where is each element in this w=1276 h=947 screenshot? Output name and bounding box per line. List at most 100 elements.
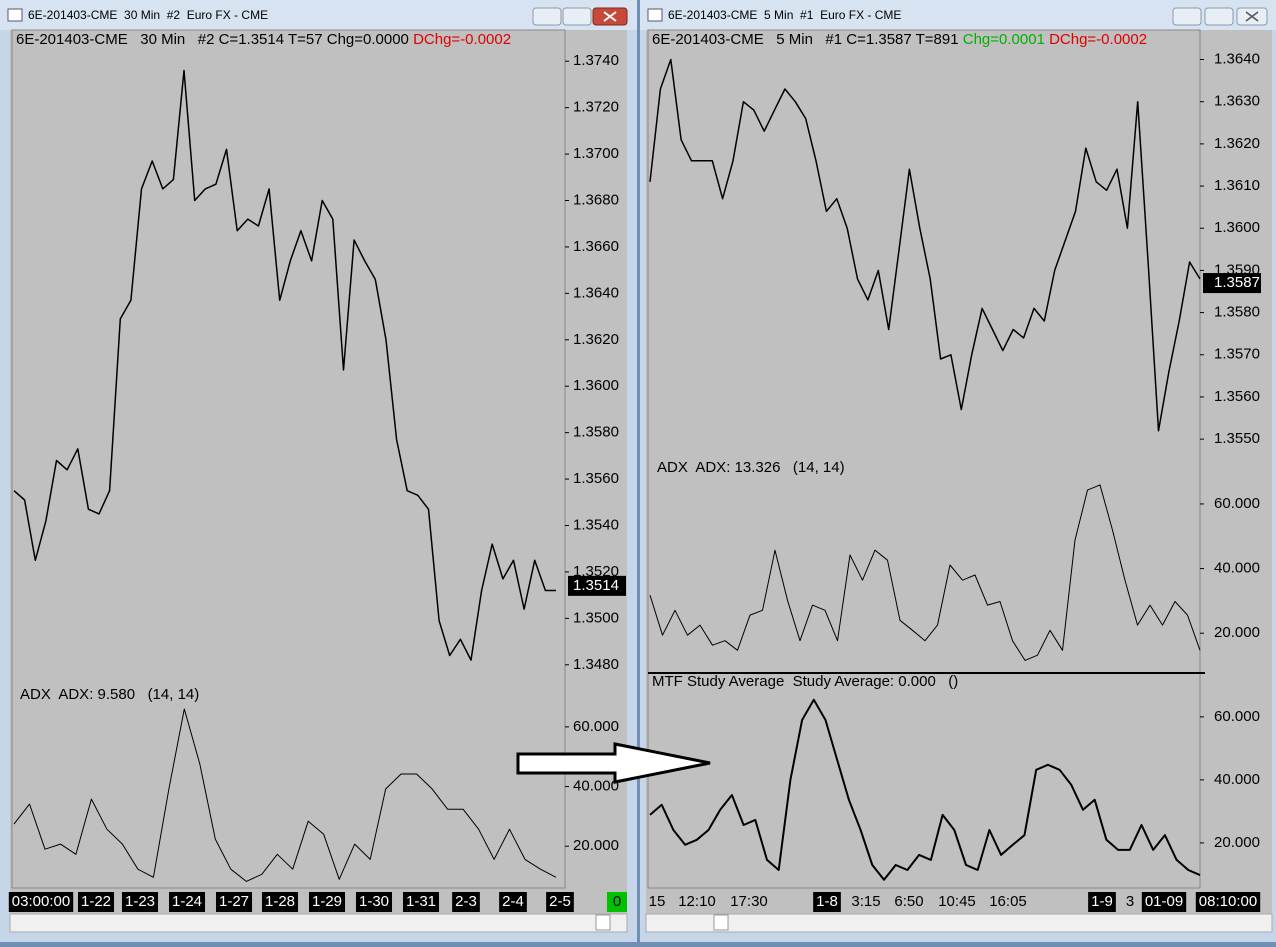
time-label-box [546, 892, 574, 912]
time-label: 1-22 [81, 893, 111, 910]
scrollbar[interactable] [645, 913, 1273, 933]
maximize-button[interactable] [1204, 7, 1234, 26]
y-tick-label: 20.000 [1214, 834, 1260, 851]
time-label-box [1088, 892, 1116, 912]
y-tick-label: 1.3580 [573, 424, 619, 441]
y-tick-label: 1.3640 [573, 284, 619, 301]
y-tick-label: 1.3570 [1214, 346, 1260, 363]
y-tick-label: 1.3700 [573, 145, 619, 162]
time-label: 2-3 [455, 893, 477, 910]
y-tick-label: 20.000 [573, 837, 619, 854]
time-label: 1-24 [172, 893, 202, 910]
y-tick-label: 1.3550 [1214, 430, 1260, 447]
panel-title: MTF Study Average Study Average: 0.000 (… [652, 673, 958, 690]
time-label: 2-4 [502, 893, 524, 910]
window-title: 6E-201403-CME 5 Min #1 Euro FX - CME [668, 8, 901, 22]
last-price-label: 1.3514 [573, 577, 619, 594]
y-tick-label: 1.3680 [573, 191, 619, 208]
y-tick-label: 1.3520 [573, 563, 619, 580]
last-price-box [568, 575, 626, 596]
time-label-box [308, 892, 346, 912]
plot-frame [11, 29, 566, 889]
y-tick-label: 40.000 [573, 778, 619, 795]
time-label: 08:10:00 [1199, 893, 1257, 910]
time-label-box [261, 892, 299, 912]
time-label: 1-27 [219, 893, 249, 910]
price-line [13, 69, 556, 661]
time-label: 1-8 [816, 893, 838, 910]
title-bar [0, 0, 637, 30]
time-label-box [452, 892, 480, 912]
minimize-button[interactable] [1172, 7, 1202, 26]
time-label: 1-9 [1091, 893, 1113, 910]
chart-header: 6E-201403-CME 30 Min #2 C=1.3514 T=57 Ch… [16, 31, 511, 48]
last-price-label: 1.3587 [1214, 274, 1260, 291]
y-tick-label: 1.3580 [1214, 304, 1260, 321]
time-label: 3 [1126, 893, 1134, 910]
panel-title: ADX ADX: 9.580 (14, 14) [20, 686, 199, 703]
window-title: 6E-201403-CME 30 Min #2 Euro FX - CME [28, 8, 268, 22]
price-line [649, 484, 1201, 661]
y-tick-label: 1.3560 [573, 470, 619, 487]
status: 0 [613, 893, 621, 910]
price-line [13, 708, 557, 882]
panel-title: ADX ADX: 13.326 (14, 14) [657, 459, 845, 476]
y-tick-label: 1.3600 [1214, 219, 1260, 236]
header-dchg: DChg=-0.0002 [413, 31, 511, 48]
y-tick-label: 1.3500 [573, 609, 619, 626]
y-tick-label: 1.3540 [573, 516, 619, 533]
price-line [649, 58, 1201, 432]
time-label: 1-28 [265, 893, 295, 910]
title-bar [640, 0, 1276, 30]
time-label: 01-09 [1145, 893, 1183, 910]
y-tick-label: 1.3610 [1214, 177, 1260, 194]
time-label: 2-5 [549, 893, 571, 910]
y-tick-label: 1.3720 [573, 99, 619, 116]
app-icon [647, 8, 663, 22]
y-tick-label: 60.000 [1214, 708, 1260, 725]
y-tick-label: 1.3480 [573, 656, 619, 673]
time-label-box [1141, 892, 1187, 912]
arrow [516, 742, 711, 784]
y-tick-label: 1.3740 [573, 52, 619, 69]
maximize-button[interactable] [562, 7, 592, 26]
app-icon [7, 8, 23, 22]
scroll-thumb[interactable] [595, 914, 611, 931]
time-label-box [8, 892, 74, 912]
time-label: 1-23 [125, 893, 155, 910]
scrollbar[interactable] [9, 913, 628, 933]
plot-frame [647, 29, 1201, 889]
last-price-box [1203, 273, 1261, 294]
price-line [649, 698, 1201, 881]
status-box [607, 892, 627, 912]
time-label-box [499, 892, 527, 912]
y-tick-label: 1.3660 [573, 238, 619, 255]
y-tick-label: 1.3600 [573, 377, 619, 394]
time-label-box [355, 892, 393, 912]
time-label: 6:50 [894, 893, 923, 910]
y-tick-label: 1.3630 [1214, 93, 1260, 110]
time-label: 15 [649, 893, 666, 910]
chart-header: 6E-201403-CME 5 Min #1 C=1.3587 T=891 Ch… [652, 31, 1147, 48]
time-label: 1-31 [406, 893, 436, 910]
y-tick-label: 1.3620 [573, 331, 619, 348]
time-label: 1-30 [359, 893, 389, 910]
time-label-box [121, 892, 159, 912]
close-icon [603, 11, 617, 22]
time-label-box [1195, 892, 1261, 912]
header-dchg: DChg=-0.0002 [1045, 31, 1147, 48]
y-tick-label: 40.000 [1214, 771, 1260, 788]
time-label: 17:30 [730, 893, 768, 910]
y-tick-label: 60.000 [1214, 495, 1260, 512]
y-tick-label: 1.3640 [1214, 50, 1260, 67]
time-label: 3:15 [851, 893, 880, 910]
time-label: 16:05 [989, 893, 1027, 910]
header-text: 6E-201403-CME 5 Min #1 C=1.3587 T=891 [652, 31, 963, 48]
scroll-thumb[interactable] [713, 914, 729, 931]
time-label: 1-29 [312, 893, 342, 910]
time-label: 03:00:00 [12, 893, 70, 910]
minimize-button[interactable] [532, 7, 562, 26]
header-text: 6E-201403-CME 30 Min #2 C=1.3514 T=57 Ch… [16, 31, 413, 48]
header-chg: Chg=0.0001 [963, 31, 1045, 48]
time-label-box [168, 892, 206, 912]
